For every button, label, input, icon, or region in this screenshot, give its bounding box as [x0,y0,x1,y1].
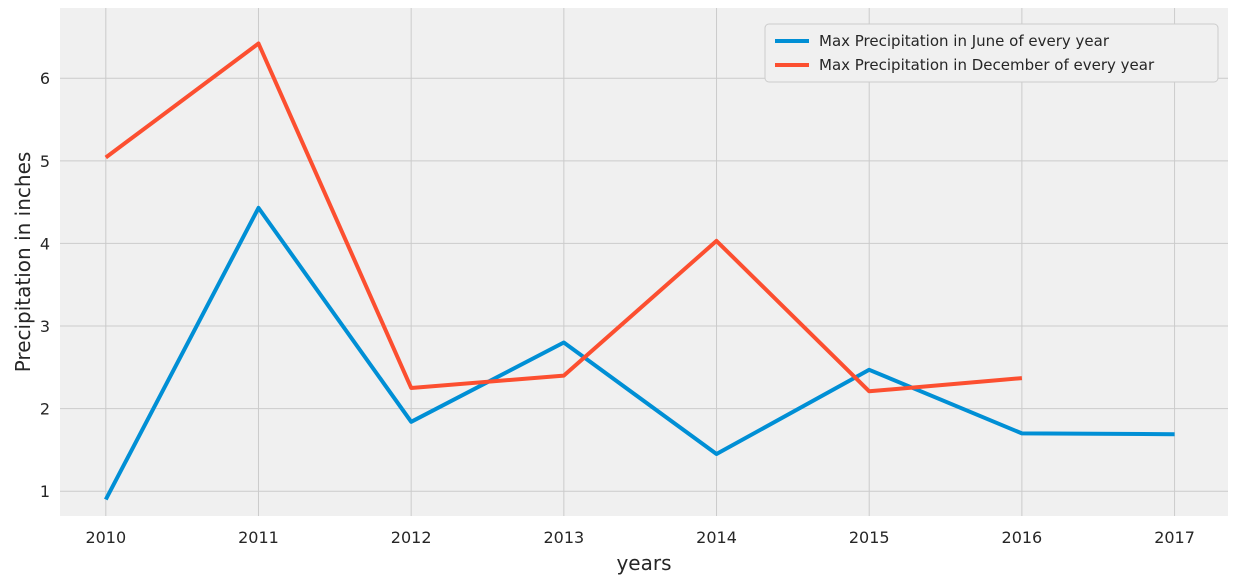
x-tick-label: 2017 [1154,528,1195,547]
x-tick-label: 2011 [238,528,279,547]
grid [60,8,1228,516]
y-tick-label: 2 [40,400,50,419]
legend-label-june: Max Precipitation in June of every year [819,32,1110,50]
x-axis-title: years [616,551,671,575]
x-tick-label: 2014 [696,528,737,547]
tick-labels: 2010 2011 2012 2013 2014 2015 2016 2017 1 2 3 4 5 6 [40,69,1195,547]
y-tick-label: 6 [40,69,50,88]
plot-area-background [60,8,1228,516]
series-lines [104,41,1175,501]
x-tick-label: 2015 [849,528,890,547]
legend: Max Precipitation in June of every year … [764,23,1219,83]
legend-box [764,23,1219,83]
x-tick-label: 2013 [543,528,584,547]
series-line-june [104,205,1175,501]
y-tick-label: 5 [40,152,50,171]
y-tick-label: 4 [40,234,50,253]
y-tick-label: 1 [40,482,50,501]
series-line-december [104,41,1023,394]
legend-label-december: Max Precipitation in December of every y… [819,56,1155,74]
y-axis-title: Precipitation in inches [11,152,35,373]
y-tick-label: 3 [40,317,50,336]
x-tick-label: 2016 [1002,528,1043,547]
x-tick-label: 2012 [391,528,432,547]
x-tick-label: 2010 [85,528,126,547]
